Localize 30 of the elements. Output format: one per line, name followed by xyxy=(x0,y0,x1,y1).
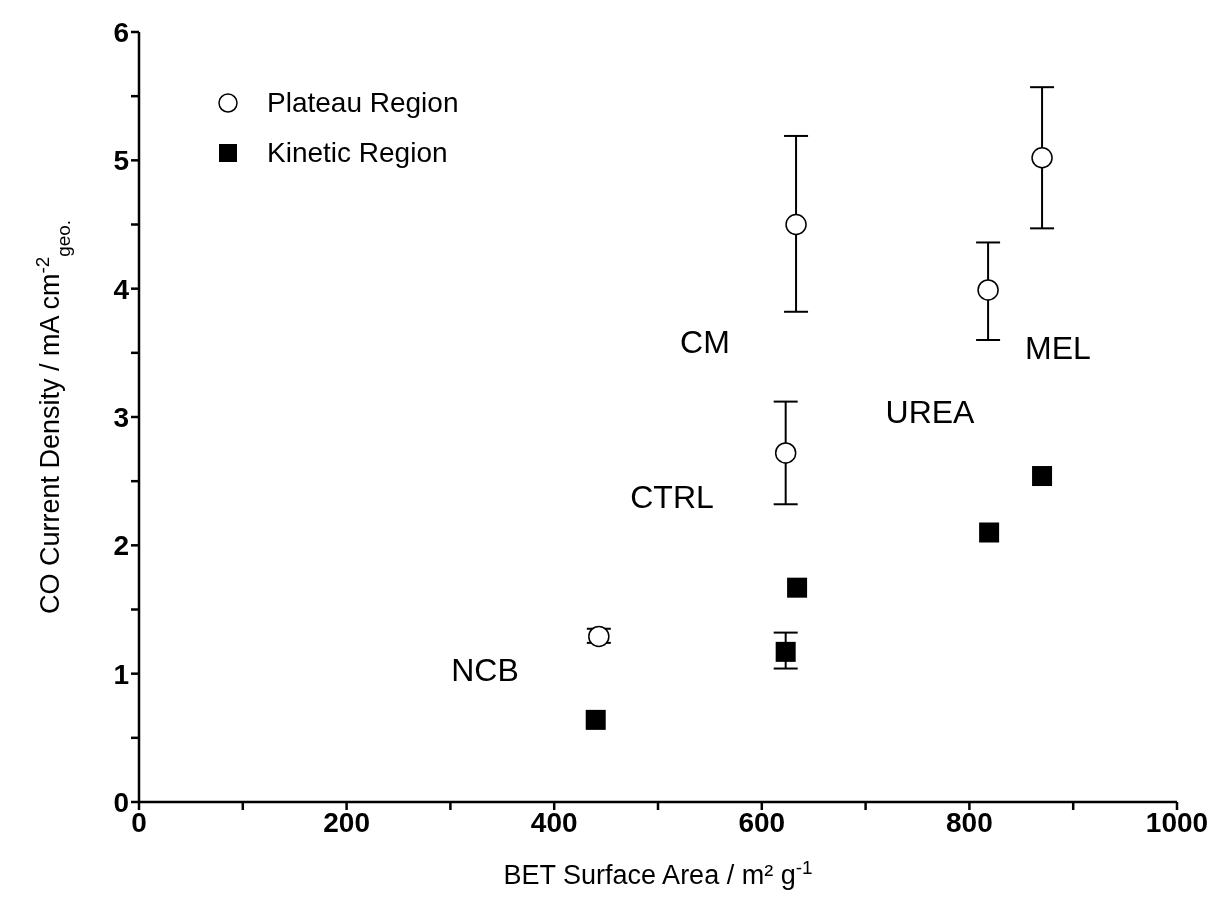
y-tick-label: 3 xyxy=(113,401,129,433)
point xyxy=(785,213,807,236)
y-tick-label: 5 xyxy=(113,145,129,177)
point xyxy=(787,577,808,598)
y-tick-label: 6 xyxy=(113,16,129,48)
x-tick-label: 1000 xyxy=(1145,806,1209,838)
annotation: NCB xyxy=(451,652,519,688)
annotation: CTRL xyxy=(630,479,714,515)
annotation: CM xyxy=(680,324,730,360)
x-axis-title: BET Surface Area / m² g$^{-1}$ xyxy=(503,856,813,890)
x-tick-label: 800 xyxy=(946,806,993,838)
point xyxy=(775,641,796,662)
annotation: MEL xyxy=(1025,330,1091,366)
y-tick-label: 4 xyxy=(113,273,130,305)
y-tick-label: 0 xyxy=(113,786,129,818)
point xyxy=(774,442,797,464)
point xyxy=(588,625,610,648)
point xyxy=(585,709,606,730)
x-tick-label: 200 xyxy=(323,806,370,838)
x-tick-label: 600 xyxy=(738,806,786,838)
legend-label: Plateau Region xyxy=(267,87,459,119)
y-tick-label: 2 xyxy=(113,530,129,562)
point xyxy=(979,522,1000,543)
legend-label: Kinetic Region xyxy=(267,137,448,169)
annotation: UREA xyxy=(885,394,976,430)
point xyxy=(1031,147,1053,169)
x-tick-label: 400 xyxy=(530,806,578,838)
y-tick-label: 1 xyxy=(113,658,129,690)
point xyxy=(1032,466,1053,487)
point xyxy=(977,279,999,301)
